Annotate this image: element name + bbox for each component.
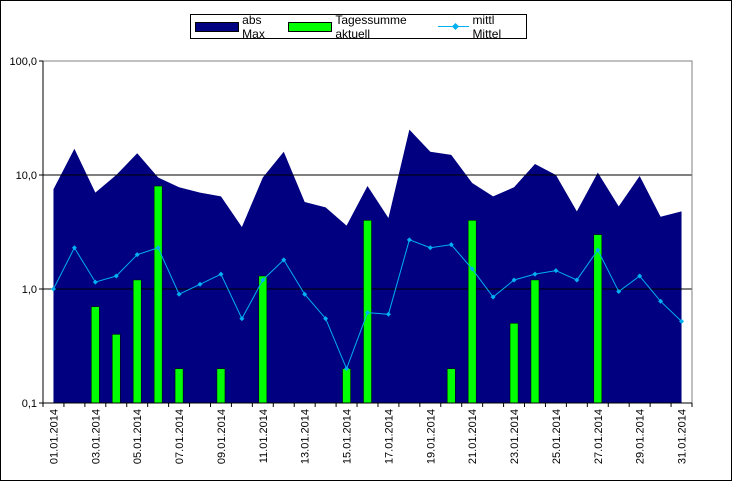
point-07.01.2014 [176, 291, 182, 297]
point-19.01.2014 [427, 245, 433, 251]
y-tick-label-0: 0,1 [22, 398, 37, 410]
point-03.01.2014 [92, 279, 98, 285]
legend: abs Max Tagessumme aktuell mittl Mittel [190, 12, 527, 41]
point-06.01.2014 [155, 245, 161, 251]
point-28.01.2014 [616, 289, 622, 295]
x-tick-label-11.01.2014: 11.01.2014 [258, 409, 270, 463]
point-23.01.2014 [511, 277, 517, 283]
point-05.01.2014 [134, 252, 140, 258]
point-15.01.2014 [344, 366, 350, 372]
x-tick-label-31.01.2014: 31.01.2014 [677, 409, 689, 464]
legend-item-mittl-mittel: mittl Mittel [437, 12, 520, 41]
legend-swatch-abs-max [195, 21, 240, 32]
point-30.01.2014 [658, 298, 664, 304]
bar-15.01.2014 [342, 368, 351, 404]
point-17.01.2014 [385, 311, 391, 317]
bar-21.01.2014 [467, 220, 477, 404]
x-tick-label-27.01.2014: 27.01.2014 [593, 409, 605, 464]
point-26.01.2014 [574, 277, 580, 283]
bar-05.01.2014 [132, 279, 142, 404]
point-09.01.2014 [218, 271, 224, 277]
point-20.01.2014 [448, 242, 454, 248]
point-04.01.2014 [113, 273, 119, 279]
bar-23.01.2014 [509, 323, 519, 404]
point-16.01.2014 [365, 310, 370, 316]
point-10.01.2014 [239, 316, 245, 322]
bar-09.01.2014 [216, 368, 226, 404]
bar-11.01.2014 [258, 275, 268, 404]
bar-06.01.2014 [153, 185, 163, 404]
point-02.01.2014 [71, 245, 77, 251]
x-tick-label-07.01.2014: 07.01.2014 [174, 409, 186, 464]
legend-label-mittl-mittel: mittl Mittel [472, 12, 502, 41]
point-08.01.2014 [197, 281, 203, 287]
legend-label-tagessumme: Tagessumme aktuell [335, 12, 407, 41]
x-tick-label-21.01.2014: 21.01.2014 [467, 409, 479, 464]
x-tick-label-17.01.2014: 17.01.2014 [383, 409, 395, 464]
point-24.01.2014 [532, 271, 538, 277]
point-31.01.2014 [679, 318, 685, 324]
point-13.01.2014 [302, 291, 308, 297]
legend-item-abs-max: abs Max [195, 13, 282, 41]
legend-item-tagessumme: Tagessumme aktuell [288, 13, 432, 41]
point-29.01.2014 [637, 273, 643, 279]
x-tick-label-03.01.2014: 03.01.2014 [90, 409, 102, 464]
point-25.01.2014 [553, 268, 559, 274]
bar-24.01.2014 [530, 279, 540, 404]
bar-20.01.2014 [446, 368, 456, 404]
x-tick-label-05.01.2014: 05.01.2014 [132, 409, 144, 464]
x-tick-label-15.01.2014: 15.01.2014 [342, 409, 354, 464]
point-18.01.2014 [406, 237, 412, 243]
point-14.01.2014 [323, 316, 329, 322]
bar-07.01.2014 [174, 368, 184, 404]
point-12.01.2014 [281, 257, 287, 263]
point-21.01.2014 [469, 266, 475, 272]
x-tick-label-23.01.2014: 23.01.2014 [509, 409, 521, 464]
y-tick-label-3: 100,0 [9, 56, 37, 68]
legend-label-abs-max: abs Max [242, 12, 265, 41]
x-tick-label-25.01.2014: 25.01.2014 [551, 409, 563, 464]
y-tick-label-2: 10,0 [16, 170, 37, 182]
x-tick-label-01.01.2014: 01.01.2014 [48, 409, 60, 464]
x-tick-label-19.01.2014: 19.01.2014 [425, 409, 437, 464]
x-tick-label-13.01.2014: 13.01.2014 [300, 409, 312, 464]
legend-swatch-tagessumme [288, 21, 333, 32]
point-27.01.2014 [595, 247, 601, 253]
point-11.01.2014 [260, 277, 266, 283]
x-tick-label-29.01.2014: 29.01.2014 [635, 409, 647, 464]
point-22.01.2014 [490, 294, 496, 300]
bar-03.01.2014 [91, 306, 100, 404]
bar-27.01.2014 [593, 234, 603, 404]
y-tick-label-1: 1,0 [22, 284, 37, 296]
bar-04.01.2014 [112, 334, 121, 404]
x-tick-label-09.01.2014: 09.01.2014 [216, 409, 228, 464]
legend-swatch-mittl-mittel [437, 21, 470, 33]
point-01.01.2014 [50, 286, 56, 292]
